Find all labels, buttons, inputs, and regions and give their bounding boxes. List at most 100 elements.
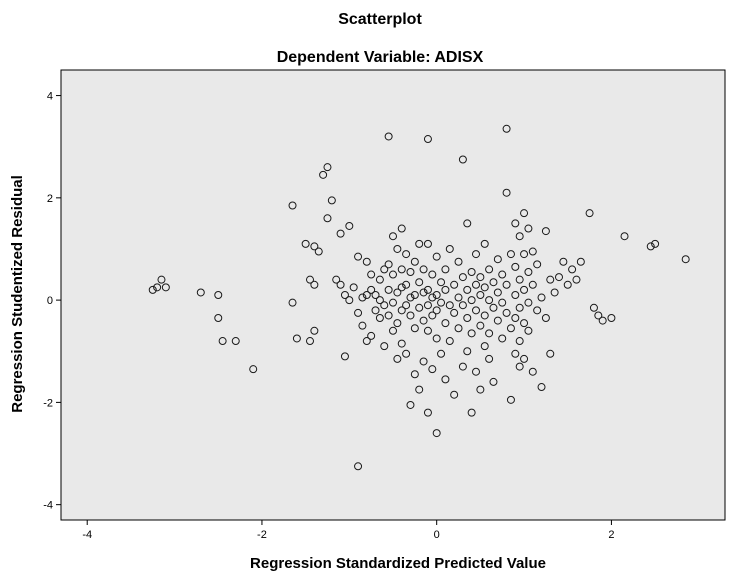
data-point: [406, 311, 415, 320]
data-point: [406, 293, 415, 302]
data-point: [354, 252, 363, 261]
data-point: [406, 400, 415, 409]
data-point: [249, 365, 258, 374]
data-point: [437, 349, 446, 358]
data-point: [476, 385, 485, 394]
data-point: [550, 288, 559, 297]
data-point: [585, 209, 594, 218]
data-point: [148, 285, 157, 294]
data-point: [537, 293, 546, 302]
data-point: [389, 298, 397, 307]
data-point: [472, 367, 480, 376]
data-point: [441, 265, 450, 274]
data-point: [384, 260, 393, 269]
data-point: [380, 342, 389, 351]
data-point: [410, 370, 419, 379]
data-point: [367, 331, 376, 340]
data-point: [454, 257, 463, 266]
data-point: [524, 326, 533, 335]
data-point: [332, 275, 341, 284]
data-point: [402, 250, 411, 259]
data-point: [511, 314, 520, 323]
data-point: [441, 375, 450, 384]
data-point: [589, 303, 598, 312]
data-point: [288, 201, 297, 210]
data-point: [397, 224, 406, 233]
data-point: [502, 188, 511, 197]
data-point: [485, 265, 494, 274]
data-point: [432, 291, 441, 299]
data-point: [218, 337, 227, 346]
data-point: [524, 224, 533, 233]
data-point: [441, 285, 450, 294]
data-point: [472, 250, 480, 259]
data-point: [384, 285, 393, 294]
data-point: [415, 239, 424, 248]
data-point: [528, 367, 537, 376]
data-point: [419, 316, 428, 325]
data-point: [520, 209, 529, 218]
data-point: [568, 265, 577, 274]
data-point: [371, 291, 380, 299]
data-point: [397, 265, 406, 274]
data-point: [480, 311, 489, 320]
data-point: [196, 288, 205, 297]
data-point: [415, 385, 424, 394]
data-point: [410, 257, 419, 266]
data-point: [563, 280, 572, 289]
data-point: [231, 337, 240, 346]
data-point: [445, 301, 454, 310]
data-point: [323, 214, 332, 223]
plot-area: [60, 69, 726, 521]
data-point: [441, 319, 450, 328]
data-point: [485, 296, 494, 305]
y-tick-label: 2: [47, 193, 53, 205]
data-point: [375, 275, 384, 284]
data-point: [651, 239, 660, 248]
data-point: [454, 324, 463, 333]
data-point: [437, 298, 446, 307]
data-point: [375, 314, 384, 323]
data-point: [389, 270, 397, 279]
data-point: [423, 408, 432, 417]
x-tick-label: -2: [257, 529, 267, 541]
data-point: [410, 291, 419, 299]
data-point: [502, 308, 511, 317]
data-point: [463, 219, 472, 228]
data-point: [528, 247, 537, 256]
data-point: [559, 257, 568, 266]
data-point: [537, 383, 546, 392]
data-point: [533, 260, 542, 269]
data-point: [515, 337, 524, 346]
data-point: [402, 280, 411, 289]
data-point: [607, 314, 616, 323]
data-point: [520, 285, 529, 294]
data-point: [489, 303, 498, 312]
data-point: [480, 239, 489, 248]
data-point: [428, 293, 437, 302]
data-point: [375, 296, 384, 305]
data-point: [485, 354, 494, 363]
data-point: [336, 229, 345, 238]
data-point: [384, 132, 393, 141]
data-point: [367, 285, 376, 294]
data-point: [572, 275, 581, 284]
data-point: [511, 262, 520, 271]
data-point: [432, 252, 441, 261]
y-tick-label: -4: [43, 500, 53, 512]
data-point: [423, 301, 432, 310]
data-point: [533, 306, 542, 315]
data-point: [292, 334, 301, 343]
data-point: [423, 326, 432, 335]
data-point: [463, 314, 472, 323]
data-point: [555, 273, 563, 282]
data-point: [485, 329, 494, 338]
data-point: [301, 239, 310, 248]
data-point: [340, 352, 349, 361]
data-point: [153, 283, 162, 292]
data-point: [445, 244, 454, 253]
data-point: [323, 163, 332, 172]
data-point: [489, 377, 498, 386]
data-point: [498, 270, 507, 279]
data-point: [310, 280, 319, 289]
